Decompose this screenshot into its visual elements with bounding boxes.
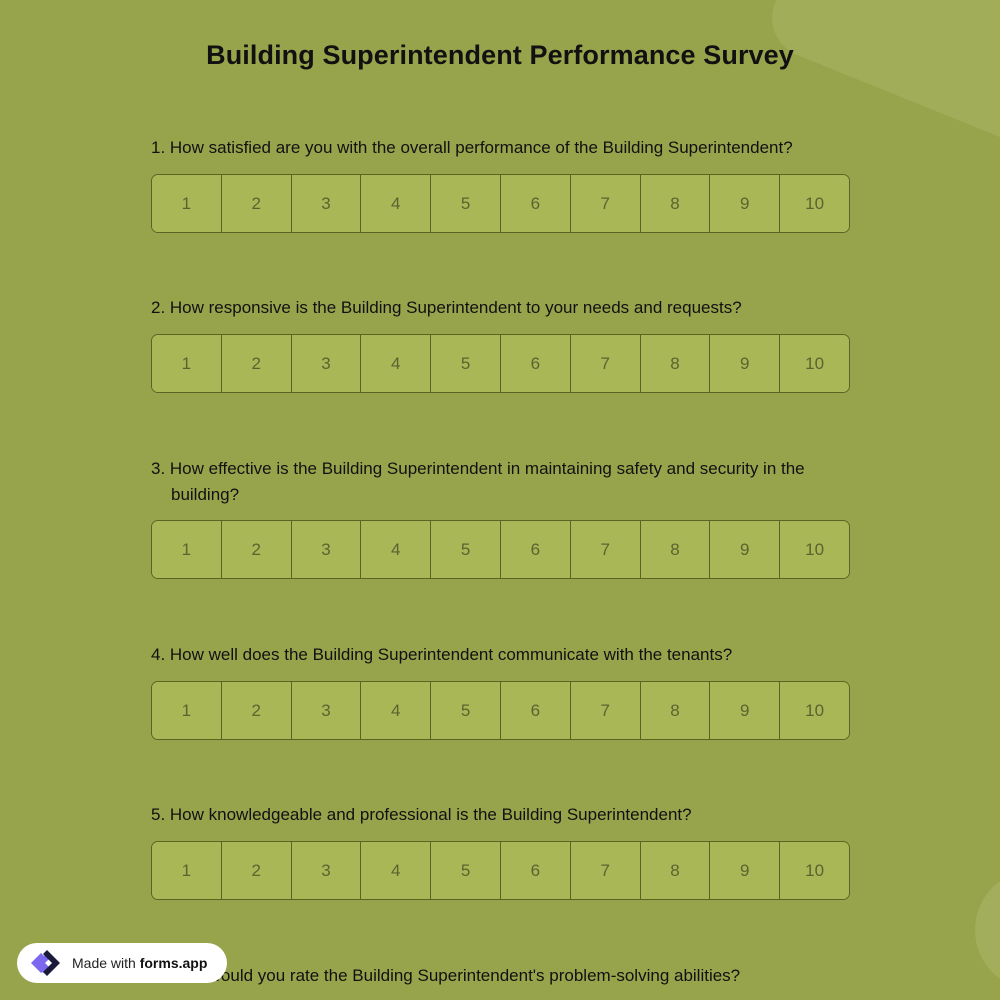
- rating-option-5[interactable]: 5: [431, 682, 501, 739]
- rating-option-8[interactable]: 8: [640, 682, 711, 739]
- rating-option-3[interactable]: 3: [291, 521, 362, 578]
- rating-option-9[interactable]: 9: [710, 175, 781, 232]
- question-2: 2. How responsive is the Building Superi…: [151, 295, 851, 393]
- question-1: 1. How satisfied are you with the overal…: [151, 135, 851, 233]
- rating-option-3[interactable]: 3: [291, 175, 362, 232]
- rating-scale: 1 2 3 4 5 6 7 8 9 10: [151, 334, 850, 393]
- rating-scale: 1 2 3 4 5 6 7 8 9 10: [151, 174, 850, 233]
- rating-option-2[interactable]: 2: [221, 682, 292, 739]
- rating-scale: 1 2 3 4 5 6 7 8 9 10: [151, 681, 850, 740]
- question-6: 6. How would you rate the Building Super…: [151, 963, 851, 989]
- rating-option-7[interactable]: 7: [570, 682, 641, 739]
- rating-option-10[interactable]: 10: [780, 521, 849, 578]
- rating-option-8[interactable]: 8: [640, 175, 711, 232]
- brand-name: forms.app: [139, 955, 208, 971]
- rating-option-5[interactable]: 5: [431, 335, 501, 392]
- rating-option-2[interactable]: 2: [221, 521, 292, 578]
- question-label: 5. How knowledgeable and professional is…: [151, 805, 692, 824]
- rating-option-10[interactable]: 10: [780, 335, 849, 392]
- question-3: 3. How effective is the Building Superin…: [151, 456, 851, 579]
- question-label: 6. How would you rate the Building Super…: [151, 966, 741, 985]
- rating-option-6[interactable]: 6: [500, 842, 571, 899]
- rating-option-2[interactable]: 2: [221, 335, 292, 392]
- rating-option-3[interactable]: 3: [291, 682, 362, 739]
- rating-option-7[interactable]: 7: [570, 335, 641, 392]
- rating-option-9[interactable]: 9: [710, 521, 781, 578]
- rating-option-10[interactable]: 10: [780, 682, 849, 739]
- rating-option-3[interactable]: 3: [291, 842, 362, 899]
- rating-option-6[interactable]: 6: [500, 175, 571, 232]
- question-label: 4. How well does the Building Superinten…: [151, 645, 733, 664]
- rating-scale: 1 2 3 4 5 6 7 8 9 10: [151, 841, 850, 900]
- rating-option-6[interactable]: 6: [500, 682, 571, 739]
- rating-option-9[interactable]: 9: [710, 335, 781, 392]
- question-label: 2. How responsive is the Building Superi…: [151, 298, 742, 317]
- rating-option-7[interactable]: 7: [570, 521, 641, 578]
- rating-option-3[interactable]: 3: [291, 335, 362, 392]
- rating-option-1[interactable]: 1: [152, 335, 222, 392]
- rating-option-4[interactable]: 4: [361, 175, 432, 232]
- rating-option-2[interactable]: 2: [221, 842, 292, 899]
- rating-option-1[interactable]: 1: [152, 175, 222, 232]
- rating-option-4[interactable]: 4: [361, 842, 432, 899]
- question-5: 5. How knowledgeable and professional is…: [151, 802, 851, 900]
- rating-option-7[interactable]: 7: [570, 175, 641, 232]
- rating-option-1[interactable]: 1: [152, 682, 222, 739]
- rating-option-8[interactable]: 8: [640, 521, 711, 578]
- forms-app-logo-icon: [27, 946, 67, 980]
- rating-option-6[interactable]: 6: [500, 521, 571, 578]
- rating-option-6[interactable]: 6: [500, 335, 571, 392]
- survey-title: Building Superintendent Performance Surv…: [206, 40, 794, 70]
- rating-option-4[interactable]: 4: [361, 682, 432, 739]
- rating-option-5[interactable]: 5: [431, 842, 501, 899]
- question-4: 4. How well does the Building Superinten…: [151, 642, 851, 740]
- rating-option-4[interactable]: 4: [361, 521, 432, 578]
- rating-option-4[interactable]: 4: [361, 335, 432, 392]
- rating-option-5[interactable]: 5: [431, 175, 501, 232]
- rating-scale: 1 2 3 4 5 6 7 8 9 10: [151, 520, 850, 579]
- rating-option-1[interactable]: 1: [152, 842, 222, 899]
- badge-text: Made with forms.app: [72, 955, 208, 971]
- rating-option-9[interactable]: 9: [710, 682, 781, 739]
- rating-option-2[interactable]: 2: [221, 175, 292, 232]
- forms-app-badge[interactable]: Made with forms.app: [17, 943, 227, 983]
- background-decoration-circle: [975, 870, 1000, 990]
- question-label: 1. How satisfied are you with the overal…: [151, 138, 793, 157]
- rating-option-10[interactable]: 10: [780, 175, 849, 232]
- rating-option-1[interactable]: 1: [152, 521, 222, 578]
- rating-option-10[interactable]: 10: [780, 842, 849, 899]
- rating-option-8[interactable]: 8: [640, 842, 711, 899]
- rating-option-7[interactable]: 7: [570, 842, 641, 899]
- rating-option-8[interactable]: 8: [640, 335, 711, 392]
- question-label: 3. How effective is the Building Superin…: [151, 459, 805, 504]
- rating-option-9[interactable]: 9: [710, 842, 781, 899]
- rating-option-5[interactable]: 5: [431, 521, 501, 578]
